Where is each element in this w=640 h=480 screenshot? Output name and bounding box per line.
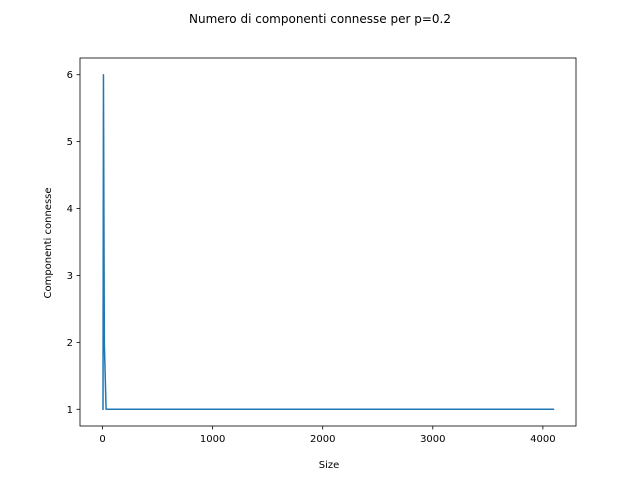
- x-tick-label: 2000: [310, 434, 335, 445]
- y-tick-label: 2: [67, 338, 73, 349]
- x-tick-label: 1000: [200, 434, 225, 445]
- y-tick-label: 4: [67, 204, 73, 215]
- plot-area: 0 1000 2000 3000 4000 1 2 3 4 5 6: [67, 57, 577, 445]
- axes-frame: [79, 57, 577, 427]
- x-axis-label: Size: [319, 460, 340, 471]
- y-tick-label: 3: [67, 271, 73, 282]
- y-tick-label: 1: [67, 405, 73, 416]
- y-axis-label: Componenti connesse: [43, 187, 54, 298]
- series-line-0: [102, 73, 555, 411]
- y-tick-label: 5: [67, 137, 73, 148]
- y-tick-label: 6: [67, 70, 73, 81]
- x-tick-label: 4000: [530, 434, 555, 445]
- x-tick-label: 3000: [420, 434, 445, 445]
- x-tick-label: 0: [99, 434, 105, 445]
- chart-title: Numero di componenti connesse per p=0.2: [189, 12, 451, 26]
